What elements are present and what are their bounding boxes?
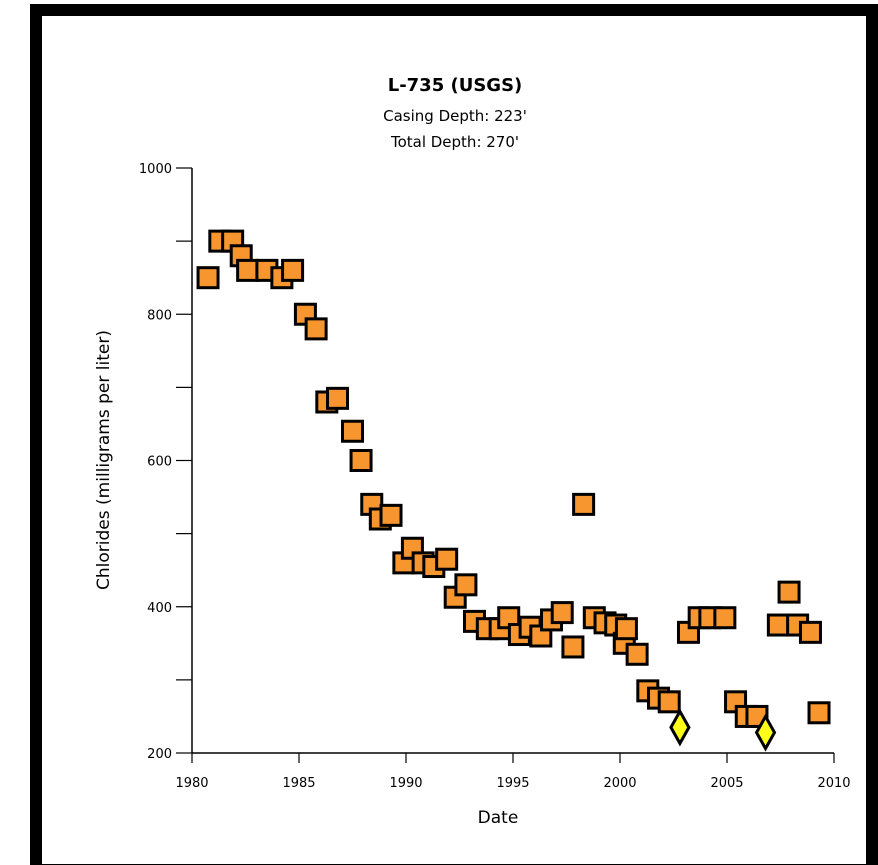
x-tick-label: 1980: [175, 776, 208, 791]
x-tick-label: 1985: [282, 776, 315, 791]
data-point-square: [798, 620, 822, 644]
data-point-square: [713, 606, 737, 630]
y-ticks: 200 400 600 800 1000: [139, 162, 192, 762]
data-point-square: [777, 580, 801, 604]
y-tick-label: 800: [147, 308, 172, 323]
data-point-diamond: [669, 708, 691, 747]
data-point-square: [379, 503, 403, 527]
axes: 200 400 600 800 1000 1980 1985 1990 1995 2000 200…: [139, 162, 851, 791]
data-point-square: [196, 266, 220, 290]
x-ticks: 1980 1985 1990 1995 2000 2005 2010: [175, 753, 851, 791]
data-point-square: [326, 386, 350, 410]
x-tick-label: 1990: [389, 776, 422, 791]
y-tick-label: 200: [147, 747, 172, 762]
x-tick-label: 2000: [603, 776, 636, 791]
x-tick-label: 1995: [496, 776, 529, 791]
data-point-square: [349, 449, 373, 472]
data-point-square: [550, 601, 574, 625]
x-tick-label: 2010: [817, 776, 850, 791]
data-point-square: [281, 258, 305, 282]
data-point-square: [435, 547, 459, 571]
y-tick-label: 1000: [139, 162, 172, 177]
data-point-square: [236, 258, 260, 282]
x-tick-label: 2005: [710, 776, 743, 791]
y-axis-label: Chlorides (milligrams per liter): [94, 330, 114, 590]
data-point-square: [807, 701, 831, 725]
data-point-square: [454, 573, 478, 597]
y-tick-label: 400: [147, 601, 172, 616]
chart-subtitle-total-depth: Total Depth: 270': [390, 133, 519, 151]
y-tick-label: 600: [147, 455, 172, 470]
data-point-square: [614, 617, 638, 641]
data-points: [196, 229, 831, 752]
data-point-square: [625, 642, 649, 666]
data-point-square: [341, 419, 364, 443]
data-point-square: [657, 690, 681, 714]
x-axis-label: Date: [478, 808, 519, 828]
frame-border: [30, 4, 878, 865]
chart-title: L-735 (USGS): [388, 75, 523, 96]
chart-subtitle-casing-depth: Casing Depth: 223': [383, 107, 527, 125]
data-point-square: [572, 492, 596, 516]
data-point-diamond: [754, 713, 777, 752]
data-point-square: [766, 613, 790, 637]
data-point-square: [561, 635, 585, 659]
data-point-square: [304, 317, 328, 341]
